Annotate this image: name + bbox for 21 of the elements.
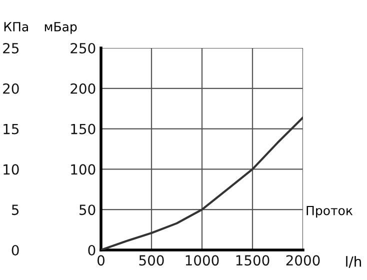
x-tick-label: 0 (97, 255, 104, 266)
text: Проток (306, 206, 353, 218)
y-tick-label: 0 (88, 244, 96, 256)
y-tick-label: 250 (70, 42, 96, 54)
y-tick-label: 50 (80, 204, 96, 216)
x-axis-title: l/h (346, 256, 361, 268)
y-tick-label: 100 (71, 164, 96, 175)
x-tick-label: 2000 (286, 255, 320, 266)
y2-tick-label: 25 (3, 42, 19, 54)
y2-tick-label: 0 (12, 244, 19, 256)
x-tick-label: 1000 (186, 255, 219, 266)
y-axis-title: мБар (44, 22, 77, 34)
x-tick-label: 500 (139, 255, 164, 266)
y2-axis-title: КПа (4, 22, 28, 32)
y-tick-label: 200 (70, 83, 96, 94)
y2-tick-label: 15 (4, 124, 19, 134)
x-tick-label: 1500 (236, 255, 270, 266)
y2-tick-label: 20 (3, 83, 19, 94)
y2-tick-label: 10 (4, 164, 19, 175)
y-tick-label: 150 (71, 124, 96, 134)
y2-tick-label: 5 (12, 204, 19, 216)
